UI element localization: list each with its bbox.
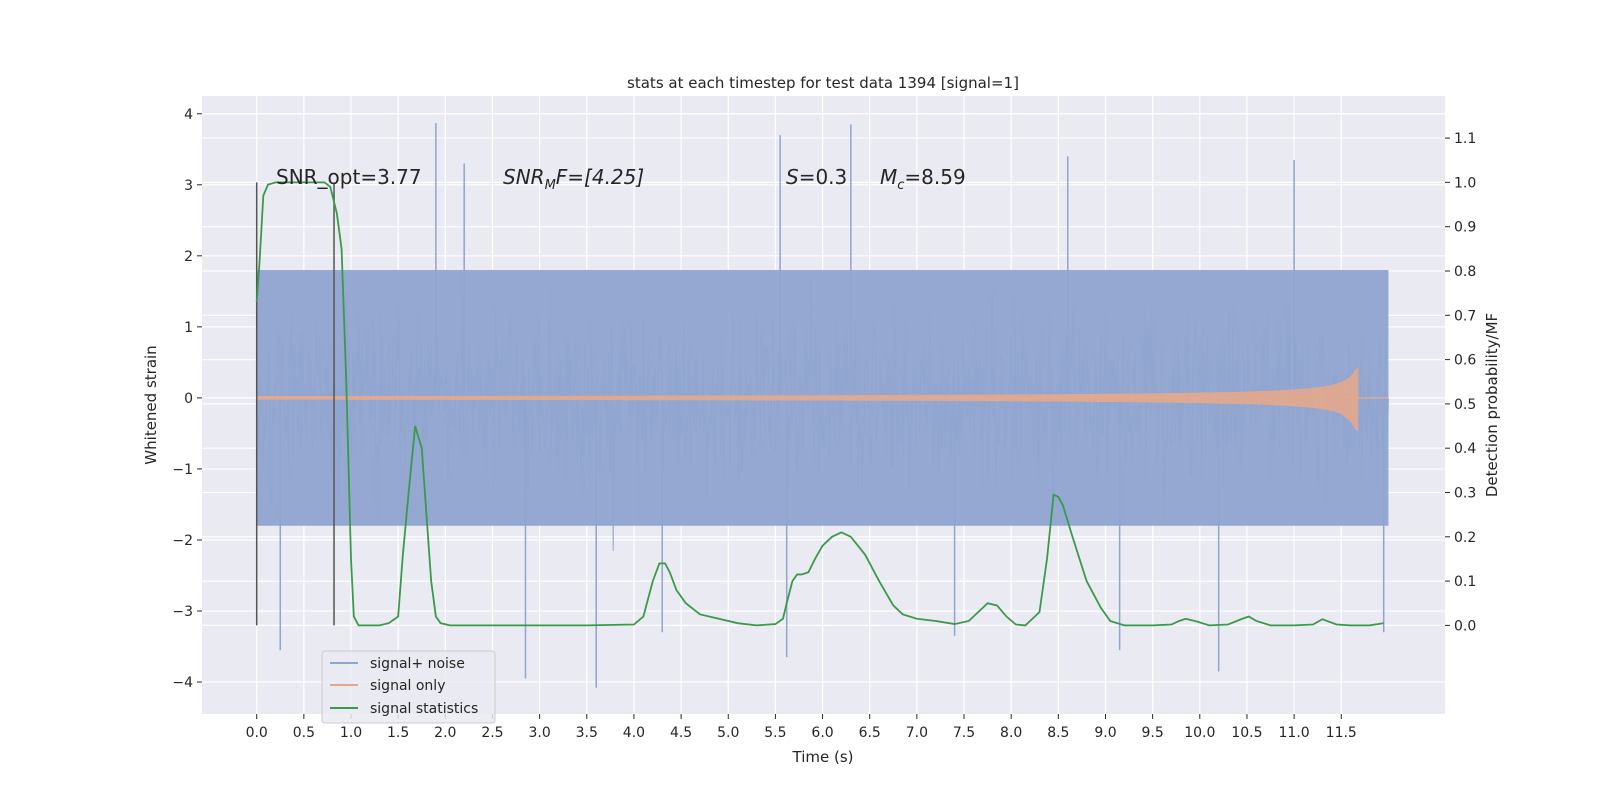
legend-box	[321, 650, 496, 724]
x-tick-label: 8.0	[1000, 725, 1022, 741]
x-tick-label: 0.0	[246, 725, 268, 741]
annotations: SNR_opt=3.77 SNRMF=[4.25] S=0.3 Mc=8.59	[276, 165, 966, 193]
y-tick-label: 3	[184, 178, 193, 194]
annotation-s-var: S	[786, 165, 799, 189]
signal-envelope	[256, 367, 1359, 432]
y2-axis-ticks: 0.0 0.1 0.2 0.3 0.4 0.5 0.6 0.7 0.8 0.9 1.0 1.1	[1445, 131, 1476, 634]
y-axis-label: Whitened strain	[142, 345, 160, 464]
y-axis-ticks: −4 −3 −2 −1 0 1 2 3 4	[172, 107, 202, 691]
y2-tick-label: 0.6	[1454, 353, 1476, 369]
x-tick-label: 2.5	[481, 725, 503, 741]
y2-tick-label: 0.5	[1454, 397, 1476, 413]
x-tick-label: 6.0	[811, 725, 833, 741]
x-tick-label: 11.5	[1326, 725, 1357, 741]
x-tick-label: 8.5	[1047, 725, 1069, 741]
x-tick-label: 0.5	[293, 725, 315, 741]
annotation-mc-var: M	[880, 165, 897, 189]
legend: signal+ noise signal only signal statist…	[321, 650, 496, 724]
signal-statistics-series	[255, 181, 1384, 627]
y2-tick-label: 0.8	[1454, 264, 1476, 280]
series-line-0	[255, 181, 1384, 627]
annotation-s-value: =0.3	[799, 165, 848, 189]
y-tick-label: −4	[172, 675, 193, 691]
annotation-mc-sub: c	[897, 178, 904, 193]
y-tick-label: −1	[172, 462, 193, 478]
x-tick-label: 7.0	[906, 725, 928, 741]
x-tick-label: 9.5	[1142, 725, 1164, 741]
annotation-s: S=0.3	[786, 165, 847, 189]
y2-tick-label: 0.4	[1454, 441, 1476, 457]
y2-tick-label: 0.0	[1454, 618, 1476, 634]
vertical-markers	[255, 182, 335, 626]
x-tick-label: 4.0	[623, 725, 645, 741]
annotation-snr-mf-value: F=[4.25]	[556, 165, 644, 189]
x-tick-label: 2.0	[434, 725, 456, 741]
x-tick-label: 5.0	[717, 725, 739, 741]
x-axis-ticks: 0.0 0.5 1.0 1.5 2.0 2.5 3.0 3.5 4.0 4.5 5.0 5.5 6.0 6…	[246, 714, 1357, 741]
annotation-snr-mf-var: SNR	[503, 165, 545, 189]
y2-axis-label: Detection probability/MF	[1483, 313, 1501, 497]
y-tick-label: −3	[172, 604, 193, 620]
x-tick-label: 11.0	[1279, 725, 1310, 741]
x-tick-label: 5.5	[764, 725, 786, 741]
signal-only-series	[256, 367, 1389, 432]
y2-tick-label: 0.3	[1454, 485, 1476, 501]
y2-tick-label: 1.1	[1454, 131, 1476, 147]
y-tick-label: −2	[172, 533, 193, 549]
x-tick-label: 10.5	[1231, 725, 1262, 741]
y2-tick-label: 1.0	[1454, 175, 1476, 191]
x-tick-label: 1.5	[387, 725, 409, 741]
x-tick-label: 6.5	[859, 725, 881, 741]
x-tick-label: 1.0	[340, 725, 362, 741]
annotation-mc-value: =8.59	[904, 165, 965, 189]
legend-label-stat: signal statistics	[370, 701, 478, 717]
x-tick-label: 3.0	[528, 725, 550, 741]
x-tick-label: 9.0	[1094, 725, 1116, 741]
legend-label-noise: signal+ noise	[370, 656, 465, 672]
y-tick-label: 2	[184, 249, 193, 265]
y2-tick-label: 0.7	[1454, 308, 1476, 324]
y-tick-label: 1	[184, 320, 193, 336]
x-tick-label: 10.0	[1184, 725, 1215, 741]
annotation-snr-mf-sub: M	[545, 178, 556, 193]
legend-label-signal: signal only	[370, 678, 445, 694]
chart-title: stats at each timestep for test data 139…	[627, 74, 1019, 92]
x-tick-label: 4.5	[670, 725, 692, 741]
y2-tick-label: 0.9	[1454, 220, 1476, 236]
annotation-snr-opt: SNR_opt=3.77	[276, 165, 422, 189]
y2-tick-label: 0.2	[1454, 530, 1476, 546]
annotation-mc: Mc=8.59	[880, 165, 966, 193]
y-tick-label: 0	[184, 391, 193, 407]
x-tick-label: 3.5	[576, 725, 598, 741]
y2-tick-label: 0.1	[1454, 574, 1476, 590]
x-axis-label: Time (s)	[792, 748, 854, 766]
y-tick-label: 4	[184, 107, 193, 123]
annotation-snr-mf: SNRMF=[4.25]	[503, 165, 644, 193]
x-tick-label: 7.5	[953, 725, 975, 741]
